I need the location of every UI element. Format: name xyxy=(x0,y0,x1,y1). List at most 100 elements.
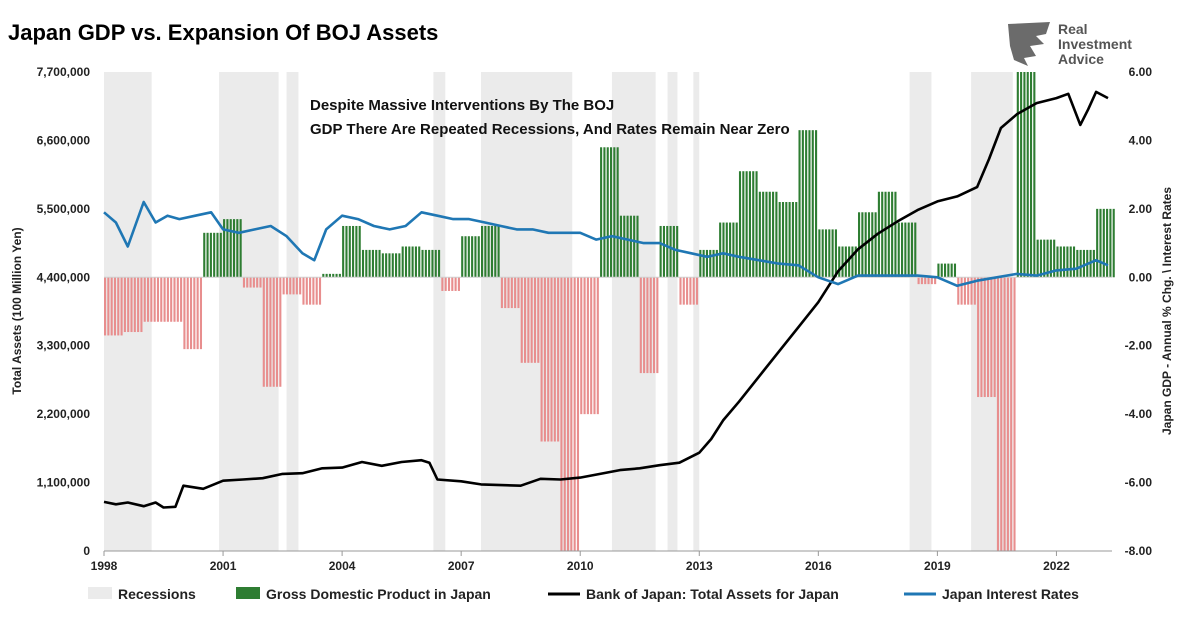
gdp-bar xyxy=(338,273,341,278)
gdp-bar xyxy=(934,277,937,285)
gdp-bar xyxy=(1076,249,1079,278)
gdp-bar xyxy=(123,277,126,333)
gdp-bar xyxy=(983,277,986,398)
y-right-tick-label: -8.00 xyxy=(1125,544,1153,558)
gdp-bar xyxy=(269,277,272,387)
legend: Recessions Gross Domestic Product in Jap… xyxy=(88,586,1079,602)
gdp-bar xyxy=(160,277,163,322)
gdp-bar xyxy=(729,222,732,278)
gdp-bar xyxy=(447,277,451,291)
gdp-bar xyxy=(821,229,824,278)
gdp-bar xyxy=(927,277,930,285)
gdp-bar xyxy=(289,277,292,295)
gdp-bar xyxy=(652,277,656,374)
gdp-bar xyxy=(302,277,305,305)
gdp-bar xyxy=(464,236,467,278)
gdp-bar xyxy=(183,277,186,350)
assets-line xyxy=(103,90,1109,509)
gdp-bar xyxy=(613,147,616,278)
gdp-bar xyxy=(173,277,176,322)
gdp-bar xyxy=(818,229,821,278)
gdp-bar xyxy=(672,225,675,278)
gdp-bar xyxy=(530,277,533,363)
gdp-bar xyxy=(781,202,785,278)
gdp-bar xyxy=(828,229,831,278)
gdp-bar xyxy=(917,277,920,285)
gdp-bar xyxy=(259,277,262,288)
gdp-bar xyxy=(385,253,388,278)
gdp-bar xyxy=(811,130,814,278)
gdp-bar xyxy=(867,212,871,278)
gdp-bar xyxy=(146,277,150,322)
gdp-bar xyxy=(858,212,861,278)
gdp-bar xyxy=(381,253,384,278)
gdp-bar xyxy=(358,225,361,278)
gdp-bar xyxy=(566,277,570,551)
gdp-bar xyxy=(411,246,414,278)
y-right-tick-label: 6.00 xyxy=(1129,65,1153,79)
gdp-bar xyxy=(646,277,649,374)
gdp-bar xyxy=(891,191,894,278)
recession-band xyxy=(286,72,299,551)
gdp-bar xyxy=(292,277,295,295)
annotation-line-2: GDP There Are Repeated Recessions, And R… xyxy=(310,121,790,138)
recession-band xyxy=(611,72,656,551)
y-right-tick-label: 2.00 xyxy=(1129,202,1153,216)
gdp-bar xyxy=(960,277,963,305)
gdp-bar xyxy=(560,277,563,551)
gdp-bar xyxy=(1036,239,1039,278)
gdp-bar xyxy=(606,147,609,278)
gdp-bar xyxy=(1053,239,1056,278)
gdp-bar xyxy=(907,222,910,278)
gdp-bar xyxy=(986,277,990,398)
gdp-bar xyxy=(910,222,914,278)
x-tick-label: 2001 xyxy=(210,559,237,573)
gdp-bar xyxy=(576,277,580,551)
gdp-bar xyxy=(722,222,725,278)
gdp-bar xyxy=(897,222,900,278)
gdp-bar xyxy=(262,277,265,387)
gdp-bar xyxy=(378,249,381,278)
gdp-bar xyxy=(748,171,751,278)
gdp-bar xyxy=(557,277,560,442)
gdp-bar xyxy=(216,232,219,278)
gdp-bar xyxy=(735,222,738,278)
gdp-bar xyxy=(143,277,146,322)
gdp-bar xyxy=(1112,208,1115,278)
gdp-bar xyxy=(540,277,543,442)
gdp-bar xyxy=(834,229,837,278)
recession-band xyxy=(667,72,678,551)
gdp-bar xyxy=(517,277,520,309)
gdp-bar xyxy=(695,277,699,305)
gdp-bar xyxy=(451,277,454,291)
recession-band xyxy=(219,72,279,551)
gdp-bar xyxy=(901,222,904,278)
line-series xyxy=(103,90,1109,509)
gdp-bar xyxy=(550,277,553,442)
gdp-bar xyxy=(1016,72,1019,278)
gdp-bar xyxy=(361,249,365,278)
gdp-bar xyxy=(603,147,606,278)
gdp-bar xyxy=(342,225,345,278)
gdp-bar xyxy=(1072,246,1076,278)
gdp-bar xyxy=(755,171,758,278)
gdp-bar xyxy=(533,277,537,363)
gdp-bar xyxy=(471,236,474,278)
gdp-bar xyxy=(236,219,239,278)
gdp-bar xyxy=(322,273,325,278)
gdp-bar xyxy=(441,277,444,291)
gdp-bar xyxy=(656,277,659,374)
gdp-bar xyxy=(801,130,804,278)
gdp-bar xyxy=(841,246,844,278)
gdp-bar xyxy=(570,277,573,551)
gdp-bar xyxy=(973,277,976,305)
gdp-bar xyxy=(1109,208,1112,278)
recession-band xyxy=(693,72,700,551)
gdp-bar xyxy=(418,246,421,278)
gdp-bar xyxy=(768,191,771,278)
legend-label-gdp: Gross Domestic Product in Japan xyxy=(266,586,491,602)
recession-bands xyxy=(104,72,1013,551)
gdp-bar xyxy=(318,277,322,305)
gdp-bar xyxy=(537,277,540,363)
